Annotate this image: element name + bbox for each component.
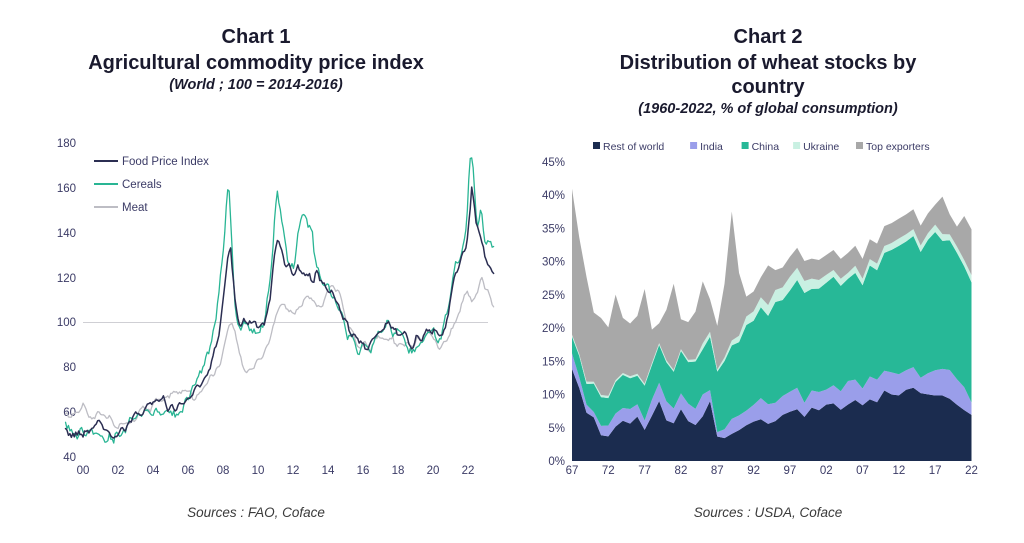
svg-text:China: China <box>752 141 780 153</box>
svg-text:40%: 40% <box>542 190 565 202</box>
svg-text:25%: 25% <box>542 290 565 302</box>
svg-text:India: India <box>700 141 723 153</box>
svg-text:02: 02 <box>820 465 833 477</box>
svg-text:17: 17 <box>929 465 942 477</box>
svg-text:82: 82 <box>675 465 688 477</box>
svg-text:97: 97 <box>784 465 797 477</box>
svg-text:20%: 20% <box>542 323 565 335</box>
svg-text:Top exporters: Top exporters <box>866 141 930 153</box>
svg-text:87: 87 <box>711 465 724 477</box>
svg-text:45%: 45% <box>542 157 565 169</box>
svg-text:12: 12 <box>892 465 905 477</box>
svg-text:10%: 10% <box>542 390 565 402</box>
svg-text:15%: 15% <box>542 356 565 368</box>
svg-text:22: 22 <box>965 465 978 477</box>
svg-text:72: 72 <box>602 465 615 477</box>
svg-text:67: 67 <box>566 465 579 477</box>
svg-text:35%: 35% <box>542 223 565 235</box>
svg-text:07: 07 <box>856 465 869 477</box>
svg-text:92: 92 <box>747 465 760 477</box>
svg-text:77: 77 <box>638 465 651 477</box>
svg-text:Rest of world: Rest of world <box>603 141 664 153</box>
svg-text:0%: 0% <box>548 456 565 468</box>
svg-text:Ukraine: Ukraine <box>803 141 839 153</box>
svg-text:5%: 5% <box>548 423 565 435</box>
svg-text:30%: 30% <box>542 257 565 269</box>
